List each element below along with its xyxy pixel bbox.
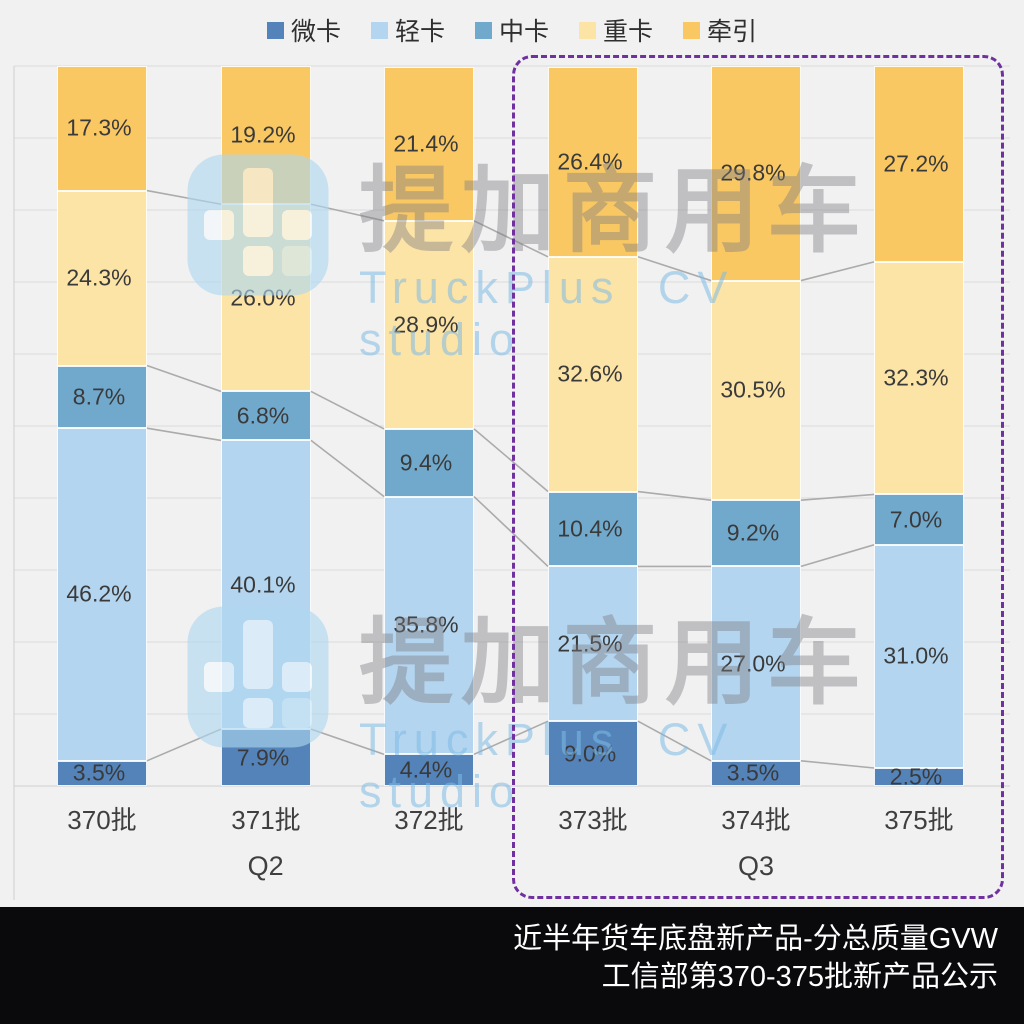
segment-tractor-1: 17.3%: [57, 66, 147, 191]
segment-heavy-truck-3: 28.9%: [384, 220, 474, 429]
legend-swatch-light-truck: [370, 21, 388, 39]
legend-item-medium-truck: 中卡: [474, 12, 549, 48]
footer: 近半年货车底盘新产品-分总质量GVW 工信部第370-375批新产品公示: [0, 907, 1024, 1024]
legend-item-light-truck: 轻卡: [370, 12, 445, 48]
legend-label: 轻卡: [394, 18, 445, 46]
segment-medium-truck-1: 8.7%: [57, 365, 147, 429]
segment-light-truck-1: 46.2%: [57, 428, 147, 761]
data-label: 32.3%: [883, 364, 949, 391]
data-label: 3.5%: [72, 759, 126, 786]
segment-tractor-5: 29.8%: [711, 66, 801, 281]
legend: 微卡 轻卡 中卡 重卡 牵引: [0, 12, 1024, 48]
data-label: 7.9%: [236, 744, 290, 771]
segment-light-truck-3: 35.8%: [384, 496, 474, 755]
segment-heavy-truck-2: 26.0%: [221, 204, 311, 392]
data-label: 26.0%: [230, 284, 296, 311]
segment-heavy-truck-5: 30.5%: [711, 280, 801, 501]
legend-item-heavy-truck: 重卡: [579, 12, 653, 48]
segment-light-truck-2: 40.1%: [221, 440, 311, 730]
segment-heavy-truck-6: 32.3%: [874, 261, 964, 495]
segment-micro-truck-6: 2.5%: [874, 765, 964, 788]
segment-medium-truck-2: 6.8%: [221, 391, 311, 441]
data-label: 24.3%: [66, 264, 132, 291]
data-label: 26.4%: [557, 148, 623, 175]
data-label: 9.0%: [563, 740, 617, 767]
data-label: 31.0%: [883, 642, 949, 669]
chart-title: 近半年货车底盘新产品-分总质量GVW: [513, 923, 998, 955]
segment-medium-truck-6: 7.0%: [874, 494, 964, 545]
data-label: 7.0%: [889, 506, 943, 533]
data-label: 8.7%: [72, 383, 126, 410]
segment-tractor-3: 21.4%: [384, 66, 474, 221]
legend-label: 微卡: [290, 18, 341, 46]
data-label: 4.4%: [399, 756, 453, 783]
legend-label: 牵引: [707, 18, 758, 46]
legend-swatch-micro-truck: [266, 21, 284, 39]
segment-tractor-2: 19.2%: [221, 66, 311, 205]
data-label: 46.2%: [66, 580, 132, 607]
data-label: 2.5%: [889, 763, 943, 790]
data-label: 40.1%: [230, 571, 296, 598]
data-label: 3.5%: [726, 759, 780, 786]
data-label: 29.8%: [720, 159, 786, 186]
segment-tractor-4: 26.4%: [548, 66, 638, 257]
data-label: 19.2%: [230, 121, 296, 148]
legend-label: 中卡: [498, 18, 549, 46]
legend-item-tractor: 牵引: [683, 12, 757, 48]
segment-light-truck-4: 21.5%: [548, 566, 638, 722]
segment-micro-truck-2: 7.9%: [221, 729, 311, 786]
legend-label: 重卡: [603, 18, 654, 46]
data-label: 27.0%: [720, 650, 786, 677]
chart-subtitle: 工信部第370-375批新产品公示: [601, 961, 998, 993]
data-label: 28.9%: [393, 311, 459, 338]
data-label: 9.4%: [399, 449, 453, 476]
segment-heavy-truck-4: 32.6%: [548, 256, 638, 492]
data-label: 35.8%: [393, 611, 459, 638]
segment-tractor-6: 27.2%: [874, 66, 964, 262]
segment-micro-truck-1: 3.5%: [57, 760, 147, 786]
segment-medium-truck-4: 10.4%: [548, 491, 638, 567]
legend-swatch-heavy-truck: [579, 21, 596, 39]
data-label: 32.6%: [557, 360, 623, 387]
data-label: 6.8%: [236, 402, 290, 429]
segment-light-truck-5: 27.0%: [711, 566, 801, 761]
legend-item-micro-truck: 微卡: [266, 12, 341, 48]
segment-medium-truck-5: 9.2%: [711, 500, 801, 567]
segment-light-truck-6: 31.0%: [874, 544, 964, 768]
segment-micro-truck-4: 9.0%: [548, 721, 638, 786]
segment-medium-truck-3: 9.4%: [384, 428, 474, 497]
segment-micro-truck-5: 3.5%: [711, 760, 801, 786]
data-label: 21.5%: [557, 630, 623, 657]
legend-swatch-medium-truck: [474, 21, 492, 39]
legend-swatch-tractor: [683, 21, 701, 39]
data-label: 17.3%: [66, 114, 132, 141]
segment-micro-truck-3: 4.4%: [384, 754, 474, 786]
data-label: 21.4%: [393, 130, 459, 157]
segment-heavy-truck-1: 24.3%: [57, 190, 147, 366]
data-label: 30.5%: [720, 376, 786, 403]
data-label: 27.2%: [883, 150, 949, 177]
data-label: 10.4%: [557, 515, 623, 542]
data-label: 9.2%: [726, 519, 780, 546]
